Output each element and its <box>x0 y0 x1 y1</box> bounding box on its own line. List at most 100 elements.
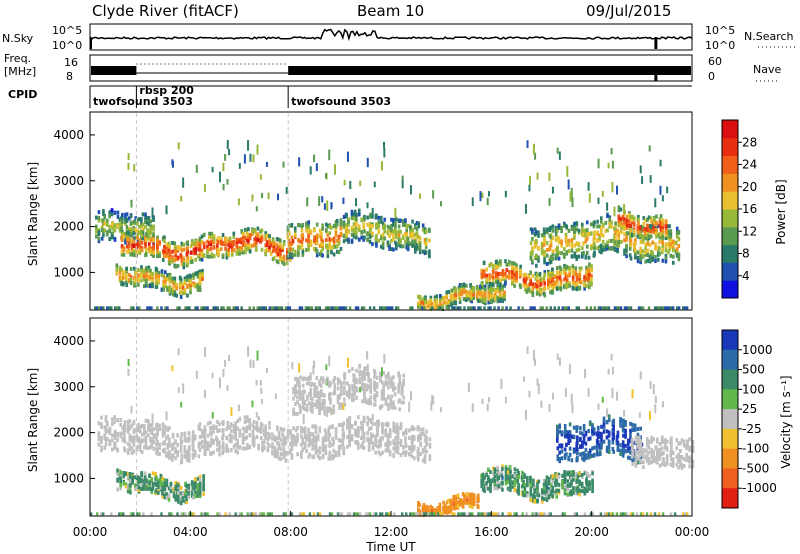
data-cell <box>202 306 205 310</box>
data-cell <box>292 396 295 401</box>
data-cell <box>278 248 282 253</box>
data-cell <box>282 161 285 168</box>
data-cell <box>135 485 139 490</box>
data-cell <box>183 281 187 286</box>
data-cell <box>399 426 403 431</box>
data-cell <box>221 436 224 441</box>
data-cell <box>300 453 303 458</box>
data-cell <box>617 306 621 310</box>
data-cell <box>281 260 284 265</box>
data-cell <box>166 306 169 310</box>
data-cell <box>408 436 411 441</box>
data-cell <box>384 400 388 405</box>
data-cell <box>183 288 187 293</box>
data-cell <box>343 374 347 379</box>
data-cell <box>342 448 346 453</box>
data-cell <box>415 235 419 240</box>
data-cell <box>397 229 401 234</box>
data-cell <box>475 290 479 295</box>
data-cell <box>328 243 332 248</box>
data-cell <box>567 238 571 243</box>
data-cell <box>362 445 366 450</box>
data-cell <box>268 245 271 250</box>
data-cell <box>170 447 174 452</box>
data-cell <box>658 235 662 240</box>
data-cell <box>244 246 247 251</box>
data-cell <box>401 219 405 224</box>
data-cell <box>675 226 679 231</box>
data-cell <box>617 233 621 238</box>
data-cell <box>104 428 108 433</box>
data-cell <box>190 242 194 247</box>
data-cell <box>305 228 308 233</box>
data-cell <box>147 268 151 273</box>
data-cell <box>119 470 122 475</box>
data-cell <box>104 437 108 442</box>
data-cell <box>314 443 318 448</box>
data-cell <box>251 433 255 438</box>
data-cell <box>269 241 273 246</box>
data-cell <box>206 421 210 426</box>
data-cell <box>236 426 240 431</box>
data-cell <box>371 214 374 219</box>
data-cell <box>411 306 414 310</box>
data-cell <box>180 255 184 260</box>
data-cell <box>171 249 174 254</box>
data-cell <box>515 273 518 278</box>
data-cell <box>147 446 150 451</box>
data-cell <box>392 400 395 405</box>
data-cell <box>659 306 663 310</box>
data-cell <box>196 287 200 292</box>
data-cell <box>342 421 346 426</box>
data-cell <box>328 456 332 461</box>
data-cell <box>325 222 328 227</box>
data-cell <box>381 435 384 440</box>
data-cell <box>121 425 125 430</box>
data-cell <box>614 240 617 245</box>
data-cell <box>310 306 314 310</box>
data-cell <box>324 451 328 456</box>
data-cell <box>142 277 146 282</box>
data-cell <box>111 417 114 422</box>
data-cell <box>140 229 143 234</box>
data-cell <box>133 164 136 172</box>
data-cell <box>386 306 390 310</box>
data-cell <box>140 236 143 241</box>
data-cell <box>312 444 316 449</box>
data-cell <box>661 244 665 249</box>
data-cell <box>126 489 130 494</box>
data-cell <box>559 283 563 288</box>
data-cell <box>100 445 103 450</box>
data-cell <box>307 427 310 432</box>
data-cell <box>144 232 148 237</box>
data-cell <box>387 395 390 400</box>
data-cell <box>210 451 213 456</box>
data-cell <box>265 247 269 252</box>
data-cell <box>232 427 236 432</box>
data-cell <box>289 442 292 447</box>
data-cell <box>232 306 235 310</box>
data-cell <box>286 247 289 252</box>
data-cell <box>623 251 626 256</box>
data-cell <box>176 449 180 454</box>
data-cell <box>123 435 126 440</box>
data-cell <box>319 388 323 393</box>
data-cell <box>147 229 151 234</box>
data-cell <box>339 438 342 443</box>
data-cell <box>535 279 539 284</box>
data-cell <box>221 445 225 450</box>
data-cell <box>151 207 154 219</box>
data-cell <box>198 435 202 440</box>
data-cell <box>402 444 405 449</box>
data-cell <box>345 235 348 240</box>
data-cell <box>397 385 401 390</box>
data-cell <box>262 428 266 433</box>
data-cell <box>228 149 231 156</box>
data-cell <box>458 297 462 302</box>
data-cell <box>543 249 546 254</box>
data-cell <box>491 264 495 269</box>
data-cell <box>504 259 507 264</box>
data-cell <box>369 395 373 400</box>
data-cell <box>198 236 202 241</box>
data-cell <box>211 166 214 173</box>
